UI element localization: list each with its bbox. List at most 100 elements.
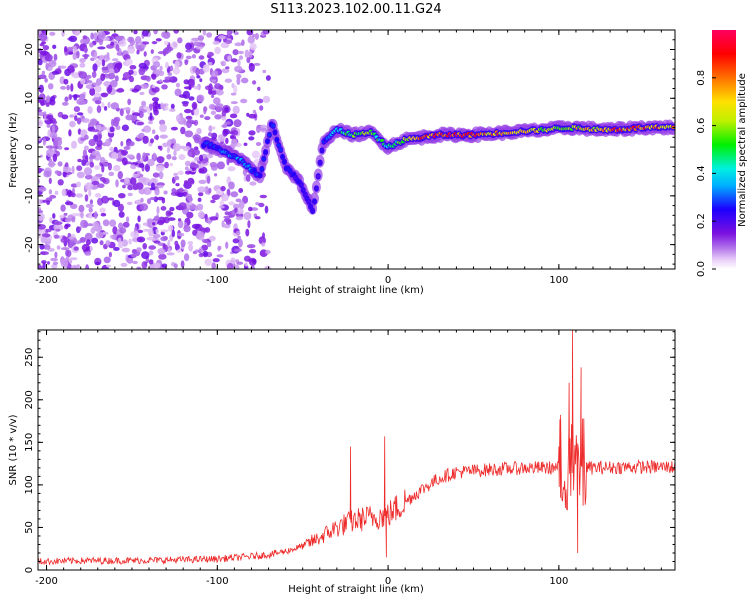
- noise-blob: [188, 85, 192, 91]
- snr-ticks: -200 -100 0 100 0 50 100 150 200 250: [24, 330, 675, 587]
- noise-blob: [230, 138, 238, 147]
- noise-blob: [115, 179, 119, 188]
- noise-blob: [230, 101, 238, 105]
- colorbar-gradient: [712, 30, 736, 269]
- noise-blob: [233, 119, 242, 128]
- snr-panel: -200 -100 0 100 0 50 100 150 200 250 Height of st…: [8, 329, 676, 595]
- noise-blob: [207, 61, 213, 66]
- y-tick-label: 100: [24, 475, 35, 494]
- y-tick-label: 20: [24, 43, 35, 56]
- noise-blob: [244, 262, 248, 267]
- noise-blob: [256, 98, 264, 104]
- noise-blob: [187, 241, 194, 245]
- noise-blob: [127, 45, 136, 54]
- noise-blob: [108, 171, 115, 177]
- noise-blob: [197, 35, 205, 41]
- noise-blob: [156, 196, 165, 201]
- noise-blob: [208, 83, 213, 92]
- noise-blob: [165, 61, 169, 69]
- noise-blob: [76, 117, 82, 125]
- noise-blob: [68, 94, 73, 100]
- noise-blob: [100, 212, 107, 217]
- y-tick-label: -10: [24, 188, 35, 204]
- noise-blob: [149, 197, 157, 201]
- noise-blob: [71, 140, 77, 149]
- noise-blob: [198, 179, 207, 184]
- noise-blob: [105, 240, 111, 246]
- noise-blob: [177, 220, 184, 229]
- noise-blob: [148, 245, 156, 250]
- noise-blob: [214, 46, 221, 55]
- noise-blob: [104, 106, 108, 111]
- noise-blob: [176, 114, 182, 123]
- noise-blob: [44, 77, 48, 83]
- noise-blob: [198, 253, 204, 258]
- noise-blob: [51, 263, 58, 269]
- noise-blob: [177, 218, 182, 222]
- noise-blob: [211, 262, 216, 269]
- noise-blob: [132, 183, 139, 191]
- noise-blob: [125, 58, 133, 66]
- noise-blob: [107, 72, 116, 80]
- noise-blob: [145, 75, 151, 82]
- noise-blob: [57, 179, 64, 186]
- noise-blob: [164, 161, 169, 169]
- noise-blob: [154, 135, 160, 140]
- noise-blob: [48, 177, 52, 184]
- noise-blob: [162, 142, 169, 148]
- noise-blob: [117, 240, 124, 249]
- noise-blob: [265, 75, 271, 81]
- noise-blob: [214, 83, 222, 90]
- noise-blob: [193, 41, 201, 47]
- noise-blob: [262, 232, 265, 239]
- noise-blob: [66, 84, 70, 91]
- noise-blob: [101, 59, 106, 67]
- y-tick-label: 10: [24, 92, 35, 105]
- noise-blob: [205, 153, 214, 159]
- noise-blob: [248, 63, 255, 72]
- noise-blob: [90, 57, 95, 62]
- noise-blob: [80, 211, 84, 219]
- noise-blob: [60, 238, 66, 243]
- noise-blob: [121, 124, 129, 132]
- noise-blob: [49, 99, 56, 106]
- noise-blob: [143, 187, 152, 195]
- noise-blob: [211, 94, 215, 99]
- noise-blob: [162, 79, 171, 83]
- noise-blob: [248, 113, 257, 119]
- noise-blob: [243, 255, 251, 262]
- noise-blob: [208, 187, 212, 194]
- noise-blob: [120, 262, 128, 267]
- noise-blob: [176, 249, 182, 253]
- noise-blob: [169, 108, 176, 112]
- noise-blob: [75, 193, 83, 198]
- noise-blob: [111, 152, 118, 160]
- noise-blob: [51, 125, 56, 133]
- noise-blob: [40, 236, 47, 243]
- noise-blob: [169, 206, 175, 212]
- noise-blob: [80, 38, 86, 45]
- noise-blob: [251, 258, 257, 264]
- noise-blob: [129, 65, 137, 70]
- noise-blob: [185, 193, 192, 199]
- noise-blob: [236, 261, 244, 265]
- noise-blob: [47, 261, 50, 265]
- noise-blob: [143, 125, 152, 133]
- noise-blob: [42, 45, 50, 51]
- noise-blob: [202, 250, 209, 258]
- noise-blob: [52, 261, 59, 266]
- noise-blob: [42, 262, 46, 269]
- noise-blob: [237, 58, 241, 68]
- noise-blob: [142, 243, 147, 250]
- noise-blob: [81, 118, 90, 123]
- noise-blob: [164, 106, 169, 111]
- noise-blob: [160, 236, 168, 242]
- noise-blob: [206, 241, 212, 248]
- noise-blob: [248, 130, 256, 136]
- noise-blob: [39, 93, 46, 101]
- noise-blob: [230, 92, 237, 96]
- ridge-core: [316, 174, 321, 178]
- noise-blob: [193, 163, 199, 169]
- noise-blob: [199, 154, 203, 161]
